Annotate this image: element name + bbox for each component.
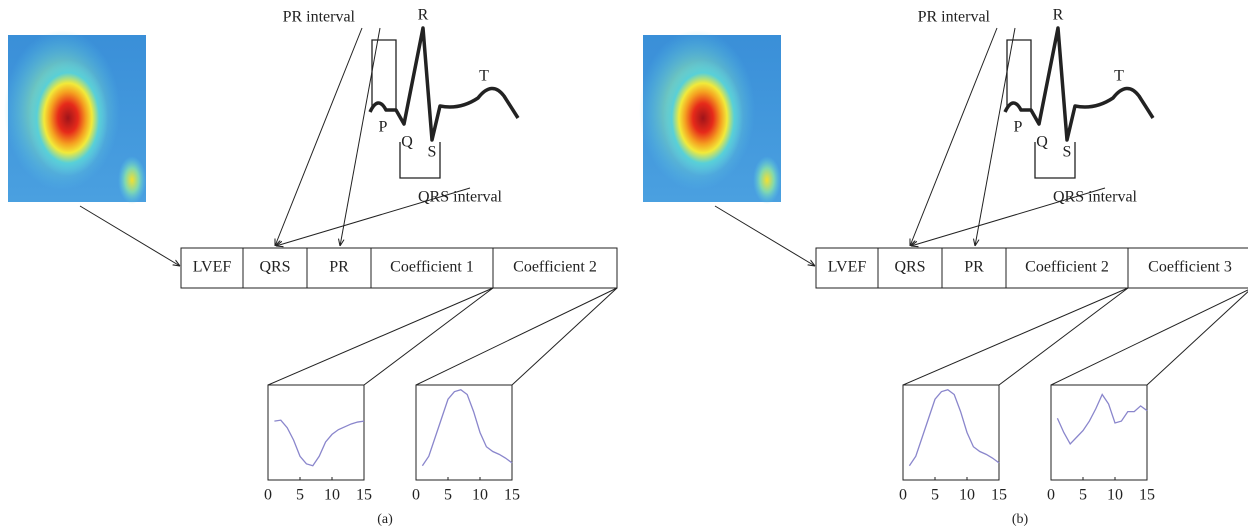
arrow — [910, 27, 998, 246]
connector — [268, 288, 371, 385]
connector — [416, 288, 493, 385]
heatmap-hot — [663, 60, 743, 176]
arrow — [911, 187, 1106, 246]
x-tick-label: 10 — [1107, 487, 1123, 504]
connector — [903, 288, 1006, 385]
ecg-label: S — [1063, 144, 1072, 161]
curve — [421, 389, 513, 467]
plot-frame — [1050, 384, 1148, 481]
feature-box — [306, 247, 372, 289]
ecg-label: PR interval — [918, 9, 991, 26]
connector — [415, 287, 618, 386]
caption: (a) — [377, 512, 393, 527]
x-tick-label: 5 — [931, 487, 939, 504]
feature-box — [180, 247, 244, 289]
arrow — [975, 27, 1016, 246]
ecg-label: Q — [1036, 134, 1048, 151]
plot-frame — [902, 384, 1000, 481]
ecg-label: T — [1114, 68, 1124, 85]
ecg-label: QRS interval — [1053, 189, 1138, 206]
pr-bracket — [1006, 39, 1032, 110]
panel: PR interval R T PQS QRS interval LVEF QRS PR Coe… — [639, 7, 1248, 527]
feature-label: LVEF — [828, 259, 867, 276]
connector — [998, 287, 1129, 386]
feature-label: PR — [964, 259, 984, 276]
x-tick-label: 10 — [472, 487, 488, 504]
feature-box — [1127, 247, 1248, 289]
feature-label: Coefficient 2 — [513, 259, 597, 276]
connector — [268, 288, 371, 385]
ecg-label: R — [1053, 7, 1064, 24]
curve — [1056, 393, 1148, 445]
x-tick-label: 10 — [959, 487, 975, 504]
feature-label: PR — [329, 259, 349, 276]
arrow — [714, 205, 815, 266]
connector — [902, 287, 1129, 386]
ecg-label: Q — [401, 134, 413, 151]
arrow — [275, 27, 363, 246]
feature-box — [492, 247, 618, 289]
ecg-label: S — [428, 144, 437, 161]
panel: PR interval R T PQS QRS interval LVEF QRS PR Coe… — [4, 7, 618, 527]
ecg-wave — [368, 26, 520, 142]
feature-box — [242, 247, 308, 289]
x-tick-label: 15 — [356, 487, 372, 504]
curve — [274, 419, 365, 467]
x-tick-label: 0 — [264, 487, 272, 504]
pr-bracket — [371, 39, 397, 110]
x-tick-label: 10 — [324, 487, 340, 504]
connector — [267, 287, 494, 386]
connector — [1051, 288, 1128, 385]
feature-box — [941, 247, 1007, 289]
x-tick-label: 5 — [296, 487, 304, 504]
feature-box — [815, 247, 879, 289]
connector — [1146, 291, 1248, 386]
connector — [511, 287, 618, 386]
feature-box — [370, 247, 494, 289]
x-tick-label: 5 — [1079, 487, 1087, 504]
feature-label: Coefficient 1 — [390, 259, 474, 276]
curve — [908, 389, 1000, 467]
heatmap — [4, 30, 146, 204]
ecg-label: P — [1014, 119, 1023, 136]
x-tick-label: 0 — [899, 487, 907, 504]
ecg-label: P — [379, 119, 388, 136]
arrow — [340, 27, 381, 246]
connector — [363, 287, 494, 386]
ecg-label: T — [479, 68, 489, 85]
ecg-wave — [1003, 26, 1155, 142]
x-tick-label: 0 — [412, 487, 420, 504]
heatmap-hot — [28, 60, 108, 176]
feature-label: Coefficient 3 — [1148, 259, 1232, 276]
feature-label: LVEF — [193, 259, 232, 276]
heatmap-spot — [753, 156, 781, 204]
caption: (b) — [1012, 512, 1029, 527]
qrs-bracket — [399, 142, 441, 179]
x-tick-label: 15 — [991, 487, 1007, 504]
x-tick-label: 15 — [504, 487, 520, 504]
connector — [416, 288, 493, 385]
arrow — [79, 205, 180, 266]
feature-label: Coefficient 2 — [1025, 259, 1109, 276]
ecg-label: R — [418, 7, 429, 24]
arrow — [276, 187, 471, 246]
x-tick-label: 5 — [444, 487, 452, 504]
x-tick-label: 0 — [1047, 487, 1055, 504]
connector — [1051, 288, 1128, 385]
plot-frame — [415, 384, 513, 481]
connector — [1050, 289, 1248, 386]
x-tick-label: 15 — [1139, 487, 1155, 504]
feature-label: QRS — [259, 259, 290, 276]
connector — [903, 288, 1006, 385]
feature-label: QRS — [894, 259, 925, 276]
ecg-label: PR interval — [283, 9, 356, 26]
qrs-bracket — [1034, 142, 1076, 179]
heatmap — [639, 30, 781, 204]
heatmap-spot — [118, 156, 146, 204]
ecg-label: QRS interval — [418, 189, 503, 206]
plot-frame — [267, 384, 365, 481]
